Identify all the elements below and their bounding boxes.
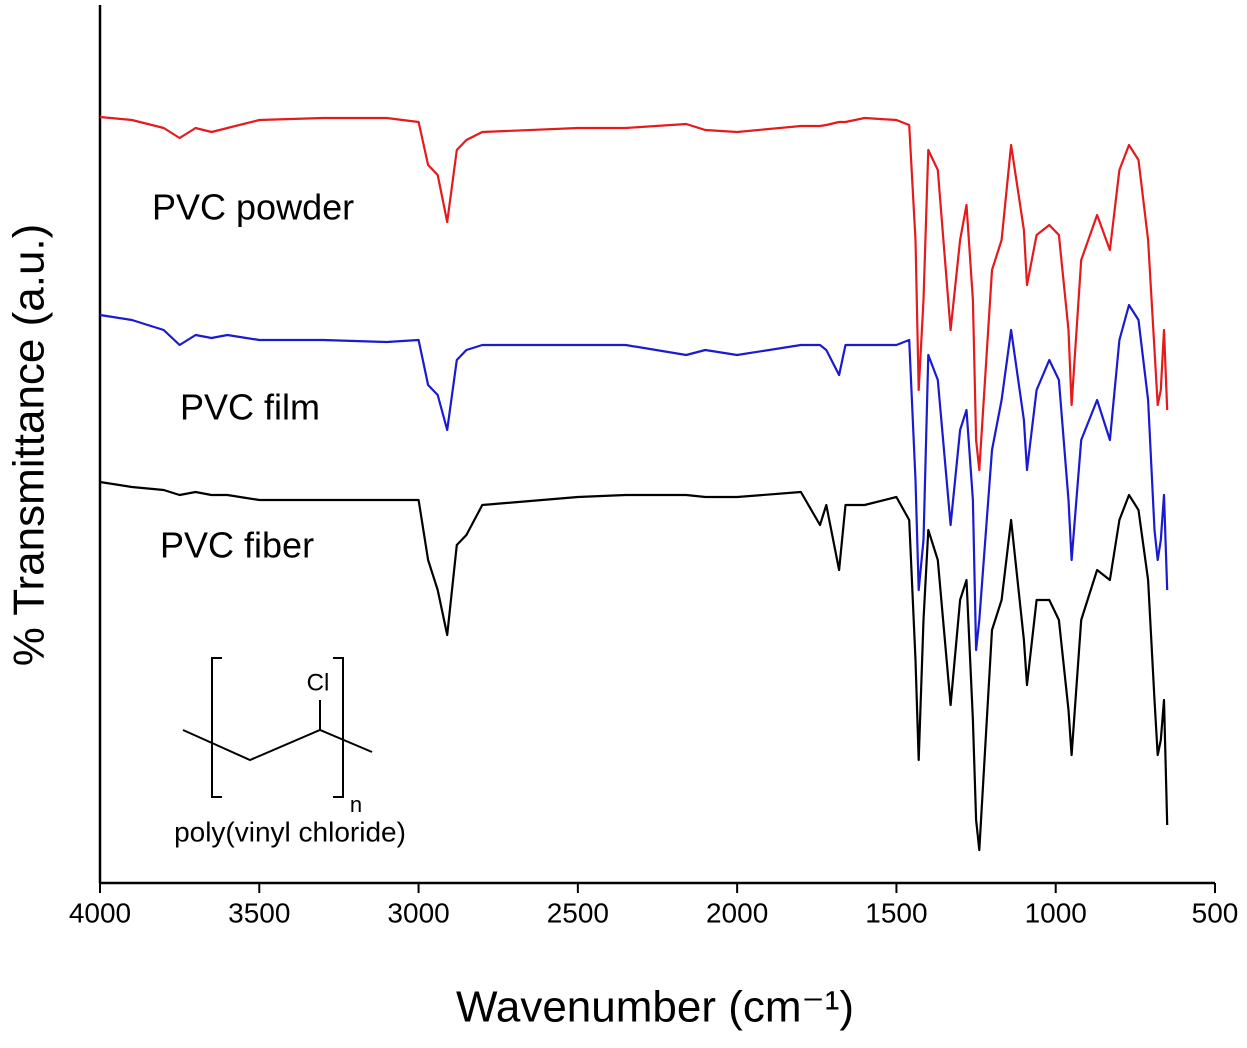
y-axis-title: % Transmittance (a.u.) bbox=[5, 224, 54, 667]
series-label: PVC fiber bbox=[160, 525, 314, 566]
spectrum-line bbox=[99, 115, 1169, 472]
spectrum-line bbox=[99, 303, 1169, 652]
spectrum-line bbox=[99, 480, 1169, 852]
structure bbox=[182, 657, 373, 798]
bracket bbox=[211, 657, 222, 798]
chain bbox=[182, 728, 373, 762]
x-tick-label: 1500 bbox=[865, 897, 927, 928]
x-tick-label: 3500 bbox=[228, 897, 290, 928]
bracket bbox=[333, 657, 344, 798]
x-tick-label: 2500 bbox=[547, 897, 609, 928]
substituent: Cl bbox=[307, 669, 330, 696]
series-label: PVC powder bbox=[152, 187, 354, 228]
x-axis-title: Wavenumber (cm⁻¹) bbox=[456, 983, 854, 1032]
x-tick-label: 2000 bbox=[706, 897, 768, 928]
subscript: n bbox=[350, 792, 362, 817]
x-tick-label: 500 bbox=[1192, 897, 1239, 928]
structure-label: poly(vinyl chloride) bbox=[174, 816, 406, 847]
series-label: PVC film bbox=[180, 387, 320, 428]
x-tick-label: 3000 bbox=[387, 897, 449, 928]
x-tick-label: 1000 bbox=[1025, 897, 1087, 928]
x-tick-label: 4000 bbox=[69, 897, 131, 928]
